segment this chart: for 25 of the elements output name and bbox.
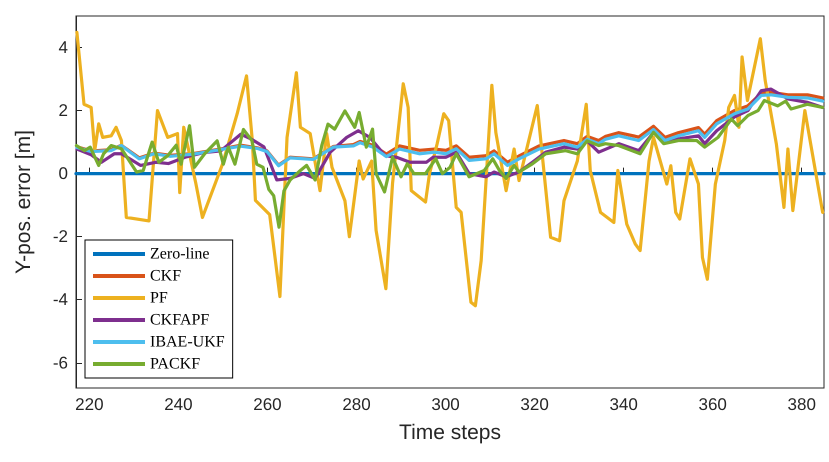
legend-label: CKFAPF bbox=[150, 312, 210, 328]
legend-label: PF bbox=[150, 290, 168, 306]
line-series bbox=[75, 30, 824, 308]
legend-label: Zero-line bbox=[150, 246, 210, 262]
y-tick-label: -4 bbox=[52, 290, 68, 310]
x-tick-label: 260 bbox=[253, 395, 282, 414]
y-tick-label: -6 bbox=[52, 353, 68, 372]
x-tick-label: 240 bbox=[164, 395, 193, 414]
x-tick-label: 320 bbox=[520, 395, 549, 414]
x-tick-label: 360 bbox=[698, 395, 727, 414]
x-tick-label: 280 bbox=[342, 395, 371, 414]
legend-label: IBAE-UKF bbox=[150, 334, 225, 350]
x-tick-label: 340 bbox=[609, 395, 638, 414]
y-tick-label: 4 bbox=[58, 38, 68, 58]
y-tick-label: 2 bbox=[58, 101, 68, 120]
x-tick-label: 220 bbox=[75, 395, 104, 414]
y-tick-label: -2 bbox=[52, 227, 68, 246]
x-tick-label: 300 bbox=[431, 395, 460, 414]
legend-label: CKF bbox=[150, 268, 182, 284]
x-tick-label: 380 bbox=[788, 395, 816, 414]
line-series bbox=[74, 98, 824, 229]
y-axis-title: Y-pos. error [m] bbox=[12, 130, 35, 274]
y-tick-label: 0 bbox=[58, 164, 68, 184]
x-axis-title: Time steps bbox=[399, 421, 501, 444]
legend-label: PACKF bbox=[150, 356, 200, 372]
